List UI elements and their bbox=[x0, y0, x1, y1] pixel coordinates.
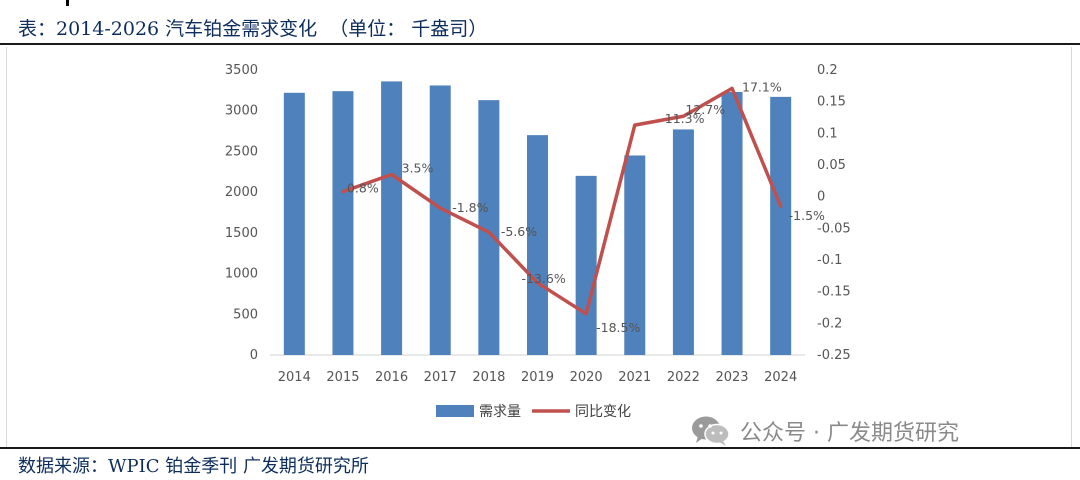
x-tick-label: 2017 bbox=[424, 370, 457, 385]
bar-2021 bbox=[624, 155, 646, 355]
legend-bar-label: 需求量 bbox=[479, 404, 521, 420]
legend-line-label: 同比变化 bbox=[575, 404, 631, 420]
yoy-data-label: 11.3% bbox=[665, 111, 705, 126]
wechat-icon bbox=[692, 416, 730, 446]
y-left-tick-label: 3000 bbox=[225, 104, 258, 119]
x-tick-label: 2020 bbox=[570, 370, 603, 385]
source-note: 数据来源：WPIC 铂金季刊 广发期货研究所 bbox=[18, 456, 369, 477]
chart-frame bbox=[6, 47, 1072, 447]
yoy-data-label: -5.6% bbox=[501, 224, 537, 239]
bar-2014 bbox=[283, 92, 305, 356]
y-right-tick-label: -0.25 bbox=[817, 348, 851, 363]
x-tick-label: 2021 bbox=[618, 370, 651, 385]
y-left-tick-label: 3500 bbox=[225, 63, 258, 78]
yoy-data-label: 17.1% bbox=[742, 79, 782, 94]
x-tick-label: 2018 bbox=[472, 370, 505, 385]
y-right-tick-label: 0.15 bbox=[817, 95, 846, 110]
y-right-tick-label: 0.05 bbox=[817, 158, 846, 173]
yoy-data-label: 0.8% bbox=[347, 181, 379, 196]
watermark-text: 公众号 · 广发期货研究 bbox=[740, 421, 959, 446]
x-tick-label: 2022 bbox=[667, 370, 700, 385]
chart-title: 表：2014-2026 汽车铂金需求变化 （单位： 千盎司） bbox=[18, 18, 488, 40]
bar-2017 bbox=[429, 85, 451, 355]
bar-2018 bbox=[478, 100, 500, 355]
x-tick-label: 2016 bbox=[375, 370, 408, 385]
y-left-tick-label: 1500 bbox=[225, 226, 258, 241]
y-right-tick-label: -0.1 bbox=[817, 253, 842, 268]
y-left-tick-label: 1000 bbox=[225, 267, 258, 282]
y-right-tick-label: 0.1 bbox=[817, 126, 838, 141]
y-left-tick-label: 2500 bbox=[225, 144, 258, 159]
bar-2023 bbox=[721, 91, 743, 355]
bar-2015 bbox=[332, 91, 354, 356]
yoy-data-label: -1.5% bbox=[789, 208, 825, 223]
legend-bar-swatch bbox=[436, 405, 474, 417]
legend: 需求量 同比变化 bbox=[436, 404, 631, 420]
x-tick-label: 2024 bbox=[764, 370, 797, 385]
bar-2019 bbox=[527, 135, 548, 355]
y-right-tick-label: 0.2 bbox=[817, 63, 838, 78]
x-tick-label: 2014 bbox=[278, 370, 311, 385]
top-border bbox=[0, 0, 1080, 6]
bar-2016 bbox=[381, 81, 403, 356]
x-tick-label: 2023 bbox=[715, 370, 748, 385]
y-left-tick-label: 0 bbox=[250, 348, 258, 363]
x-tick-label: 2019 bbox=[521, 370, 554, 385]
yoy-data-label: -18.5% bbox=[596, 320, 640, 335]
watermark: 公众号 · 广发期货研究 bbox=[690, 414, 959, 448]
yoy-data-label: 3.5% bbox=[402, 161, 434, 176]
title-divider bbox=[0, 43, 1080, 45]
y-left-tick-label: 2000 bbox=[225, 185, 258, 200]
yoy-change-line bbox=[341, 86, 783, 316]
yoy-data-label: -1.8% bbox=[452, 200, 488, 215]
footer-divider bbox=[0, 447, 1080, 449]
chart: 0 500 1000 1500 2000 2500 3000 3500 -0.25 -0.2 -0… bbox=[225, 63, 851, 420]
yoy-data-label: -13.6% bbox=[522, 271, 566, 286]
y-left-tick-label: 500 bbox=[233, 307, 258, 322]
x-tick-label: 2015 bbox=[326, 370, 359, 385]
y-right-tick-label: 0 bbox=[817, 190, 825, 205]
y-right-tick-label: -0.05 bbox=[817, 221, 851, 236]
y-right-tick-label: -0.15 bbox=[817, 285, 851, 300]
bar-2020 bbox=[575, 175, 597, 355]
top-tick-mark bbox=[66, 0, 69, 6]
bar-2024 bbox=[770, 96, 792, 355]
y-right-tick-label: -0.2 bbox=[817, 316, 842, 331]
bar-2022 bbox=[672, 129, 694, 355]
yoy-data-label: 12.7% bbox=[685, 102, 725, 117]
